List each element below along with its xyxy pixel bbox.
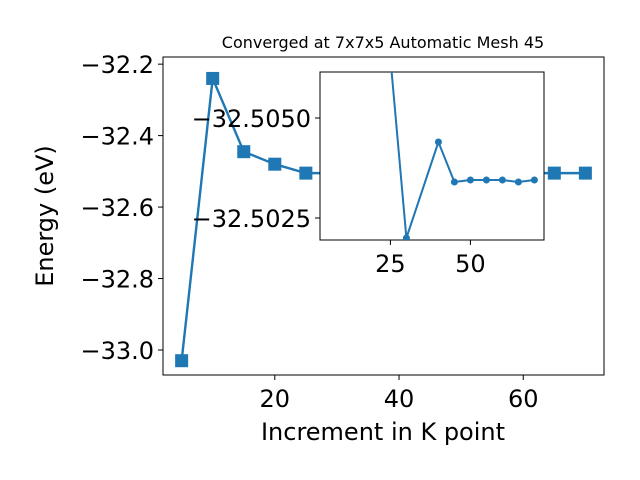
inset-data-point	[434, 138, 442, 146]
main-data-point	[175, 354, 189, 368]
main-x-ticks: 20 40 60	[260, 375, 539, 413]
inset-data-point	[466, 176, 474, 184]
main-data-point	[268, 157, 282, 171]
main-y-tick-label: −32.4	[80, 123, 154, 151]
inset-y-tick-label: −32.5025	[192, 205, 311, 233]
main-x-tick-label: 40	[384, 385, 415, 413]
inset-x-tick-label: 50	[455, 250, 486, 278]
inset-data-point	[498, 176, 506, 184]
inset-y-tick-label: −32.5050	[192, 105, 311, 133]
main-data-point	[237, 145, 251, 159]
main-y-tick-label: −32.6	[80, 194, 154, 222]
inset-x-tick-label: 25	[375, 250, 406, 278]
x-axis-label: Increment in K point	[261, 418, 505, 446]
main-data-point	[578, 166, 592, 180]
inset-data-point	[482, 176, 490, 184]
main-x-tick-label: 20	[260, 385, 291, 413]
inset-data-point	[450, 178, 458, 186]
main-y-tick-label: −33.0	[80, 337, 154, 365]
y-axis-label: Energy (eV)	[31, 145, 59, 287]
inset-series-group	[390, 72, 538, 240]
chart-title: Converged at 7x7x5 Automatic Mesh 45	[222, 33, 544, 52]
inset-y-ticks: −32.5050 −32.5025	[192, 105, 320, 233]
main-y-tick-label: −32.2	[80, 51, 154, 79]
inset-x-ticks: 25 50	[375, 240, 486, 278]
inset-data-point	[530, 176, 538, 184]
main-y-tick-label: −32.8	[80, 266, 154, 294]
inset-data-point	[514, 178, 522, 186]
inset-data-point	[402, 234, 410, 240]
main-x-tick-label: 60	[508, 385, 539, 413]
main-data-point	[206, 71, 220, 85]
inset-axes: 25 50 −32.5050 −32.5025	[192, 71, 545, 278]
main-data-point	[299, 166, 313, 180]
main-y-ticks: −32.2 −32.4 −32.6 −32.8 −33.0	[80, 51, 163, 365]
inset-plot-area	[319, 71, 545, 241]
main-data-point	[547, 166, 561, 180]
